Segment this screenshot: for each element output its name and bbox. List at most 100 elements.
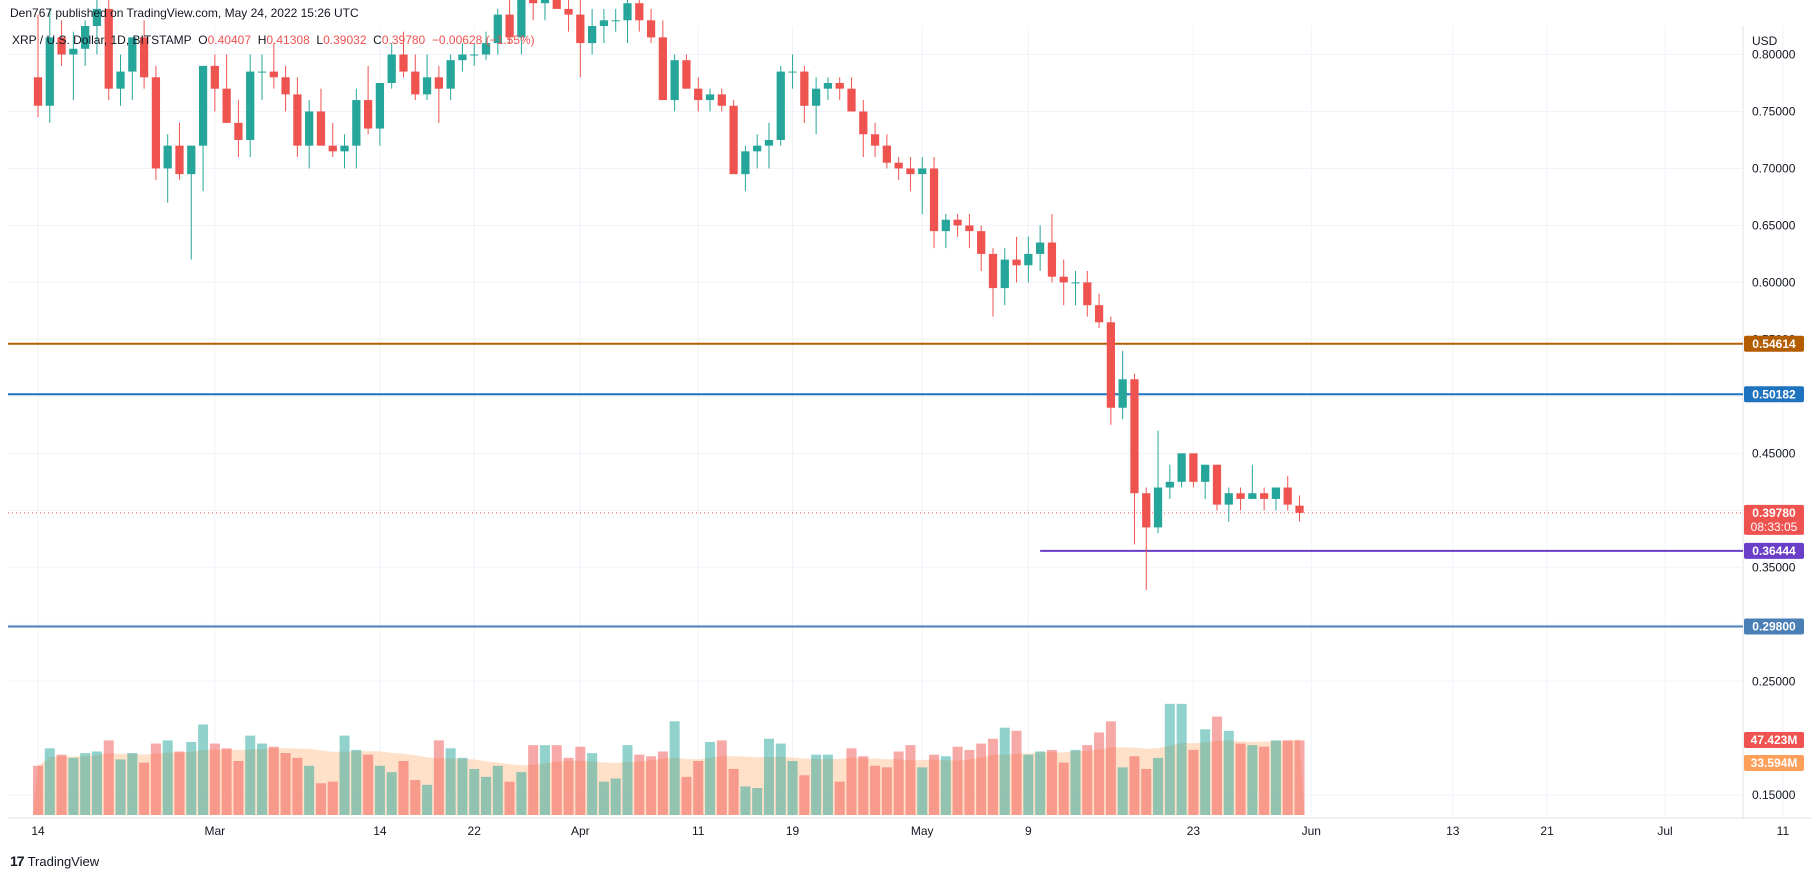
time-tick-label: 11 — [692, 824, 705, 838]
candle-body — [812, 88, 821, 106]
price-axis[interactable]: 0.800000.750000.700000.650000.600000.550… — [1752, 34, 1796, 802]
candle-body — [316, 111, 326, 146]
candle-body — [175, 145, 184, 175]
candle-body — [835, 82, 844, 89]
candle-body — [81, 26, 90, 49]
volume-bar — [174, 751, 185, 815]
candle-body — [1177, 453, 1186, 482]
volume-bar — [1188, 749, 1199, 815]
candle-body — [139, 37, 149, 78]
candle-body — [729, 105, 738, 175]
candle-body — [1071, 282, 1080, 284]
candle-body — [210, 65, 219, 89]
volume-bar — [539, 745, 550, 815]
volume-bar — [315, 783, 326, 815]
volume-bar — [999, 727, 1010, 815]
volume-bar — [469, 768, 480, 815]
candle-body — [576, 14, 585, 44]
volume-bar — [256, 743, 268, 815]
volume-bar — [445, 748, 456, 815]
time-tick-label: Mar — [205, 824, 226, 838]
candle-body — [1295, 505, 1304, 513]
candle-body — [953, 219, 962, 226]
candle-body — [363, 100, 373, 129]
candle-body — [1118, 379, 1127, 408]
volume-bar — [398, 761, 409, 815]
candle-body — [1248, 493, 1257, 499]
candle-body — [1000, 259, 1009, 289]
symbol-name: XRP / U.S. Dollar, 1D, BITSTAMP — [12, 33, 192, 47]
volume-bar — [245, 735, 256, 815]
volume-bar — [858, 756, 869, 815]
candle-body — [69, 48, 78, 55]
volume-bar — [646, 756, 657, 815]
candle-body — [694, 88, 703, 101]
price-tick-label: 0.45000 — [1752, 446, 1796, 460]
candle-body — [1201, 464, 1210, 482]
last-price-tag: 0.39780 — [1752, 506, 1796, 520]
candle-body — [1094, 305, 1104, 323]
candle-body — [929, 168, 939, 232]
volume-bar — [339, 735, 350, 815]
volume-bar — [1082, 745, 1093, 815]
volume-bar — [1153, 757, 1164, 815]
candle-body — [894, 162, 903, 169]
level-price-tag: 0.36444 — [1752, 544, 1796, 558]
candle-body — [411, 71, 420, 95]
open-value: 0.40407 — [207, 33, 252, 47]
time-tick-label: 11 — [1777, 824, 1790, 838]
tradingview-brand-text: TradingView — [27, 853, 100, 869]
candle-body — [1224, 493, 1233, 505]
candle-body — [1047, 242, 1057, 277]
volume-bar — [846, 748, 857, 815]
volume-bar — [740, 786, 751, 815]
candle-body — [670, 60, 679, 101]
volume-bar — [492, 765, 503, 815]
candle-body — [481, 43, 491, 55]
candle-body — [611, 20, 620, 22]
volume-bar — [1105, 721, 1116, 815]
volume-bar — [622, 745, 633, 815]
candle-body — [646, 20, 656, 38]
volume-bar — [834, 781, 845, 815]
volume-bar — [198, 724, 209, 815]
footer-brand[interactable]: 17 TradingView — [10, 853, 99, 869]
candle-body — [1236, 493, 1245, 499]
candle-body — [1024, 253, 1033, 266]
volume-bar — [822, 754, 833, 815]
candle-body — [1130, 379, 1139, 494]
candle-body — [281, 77, 290, 95]
volume-bar — [457, 757, 468, 815]
candles — [33, 0, 1304, 591]
volume-bar — [386, 772, 397, 815]
candle-body — [375, 82, 385, 129]
candle-body — [540, 0, 550, 4]
volume-bar — [127, 753, 138, 815]
volume-bar — [693, 761, 704, 815]
candle-body — [305, 111, 314, 146]
volume-bar — [516, 772, 527, 815]
volume-bar — [115, 759, 126, 815]
candle-body — [823, 82, 833, 89]
volume-bar — [610, 778, 621, 815]
volume-bar — [1282, 740, 1293, 815]
open-label: O — [198, 33, 208, 47]
volume-bar — [209, 743, 220, 815]
candle-body — [1153, 487, 1163, 528]
candle-body — [387, 54, 396, 83]
horizontal-levels[interactable] — [8, 342, 1743, 628]
candle-body — [293, 94, 302, 146]
time-tick-label: 13 — [1446, 824, 1460, 838]
countdown-tag: 08:33:05 — [1751, 520, 1798, 534]
volume-bar — [775, 743, 786, 815]
candle-body — [116, 71, 125, 89]
volume-bar — [634, 754, 645, 815]
volume-ma-tag-bg — [1744, 755, 1804, 771]
volume-bar — [1270, 740, 1281, 815]
time-axis[interactable]: 14 Mar 14 22 Apr 11 19 May 9 23 Jun 13 21 Jul 11 — [31, 824, 1789, 838]
candle-body — [764, 139, 774, 146]
time-tick-label: Apr — [571, 824, 590, 838]
volume-bar — [752, 788, 763, 815]
symbol-legend: XRP / U.S. Dollar, 1D, BITSTAMP O0.40407… — [12, 33, 535, 47]
